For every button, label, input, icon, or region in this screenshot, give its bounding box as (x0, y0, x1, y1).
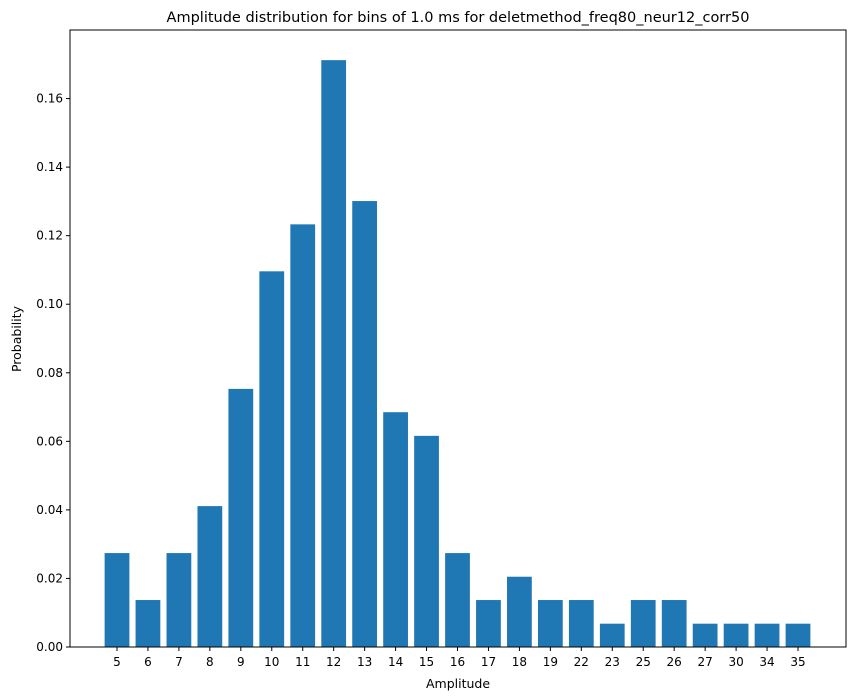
x-tick-label: 8 (206, 655, 214, 669)
x-axis-label: Amplitude (426, 676, 490, 691)
x-tick-label: 18 (512, 655, 527, 669)
x-tick-label: 7 (175, 655, 183, 669)
bar-27 (692, 623, 718, 647)
x-tick-label: 17 (481, 655, 496, 669)
x-tick-label: 23 (605, 655, 620, 669)
bar-25 (630, 600, 656, 647)
y-tick-label: 0.12 (36, 229, 63, 243)
x-tick-label: 34 (759, 655, 774, 669)
bar-13 (352, 201, 378, 648)
bar-15 (414, 435, 439, 647)
y-tick-label: 0.10 (36, 297, 63, 311)
bar-5 (104, 553, 130, 647)
y-tick-label: 0.00 (36, 640, 63, 654)
y-axis: 0.00 0.02 0.04 0.06 0.08 0.10 0.12 0.14 0.16 (36, 92, 70, 654)
bar-11 (290, 224, 316, 647)
x-tick-label: 35 (790, 655, 805, 669)
bar-34 (754, 623, 780, 647)
x-tick-label: 30 (728, 655, 743, 669)
plot-frame (69, 29, 847, 648)
x-tick-label: 27 (697, 655, 712, 669)
x-tick-label: 25 (636, 655, 651, 669)
x-axis: 5 6 7 8 9 10 11 12 13 14 15 16 17 18 19 22 23 25 26 27 30 34 3… (113, 647, 806, 669)
bar-22 (568, 600, 594, 647)
y-tick-label: 0.14 (36, 160, 63, 174)
bars-group (104, 60, 811, 648)
x-tick-label: 6 (144, 655, 152, 669)
x-tick-label: 16 (450, 655, 465, 669)
bar-10 (259, 271, 285, 647)
bar-23 (599, 623, 625, 647)
y-tick-label: 0.08 (36, 366, 63, 380)
bar-19 (537, 600, 563, 647)
x-tick-label: 26 (667, 655, 682, 669)
y-tick-label: 0.02 (36, 571, 63, 585)
bar-18 (507, 576, 532, 647)
x-tick-label: 22 (574, 655, 589, 669)
x-tick-label: 19 (543, 655, 558, 669)
bar-17 (476, 600, 501, 647)
x-tick-label: 14 (388, 655, 403, 669)
bar-14 (383, 412, 408, 647)
bar-7 (166, 553, 192, 647)
bar-30 (723, 623, 749, 647)
y-axis-label: Probability (9, 305, 24, 372)
x-tick-label: 10 (264, 655, 279, 669)
bar-16 (445, 553, 470, 647)
bar-12 (321, 60, 347, 648)
bar-9 (228, 388, 254, 647)
y-tick-label: 0.16 (36, 92, 63, 106)
x-tick-label: 9 (237, 655, 245, 669)
chart-title: Amplitude distribution for bins of 1.0 m… (167, 10, 750, 26)
bar-26 (661, 600, 687, 647)
x-tick-label: 12 (326, 655, 341, 669)
bar-35 (785, 623, 811, 647)
x-tick-label: 11 (295, 655, 310, 669)
y-tick-label: 0.06 (36, 434, 63, 448)
x-tick-label: 15 (419, 655, 434, 669)
x-tick-label: 13 (357, 655, 372, 669)
bar-8 (197, 506, 223, 647)
bar-6 (135, 600, 161, 647)
y-tick-label: 0.04 (36, 503, 63, 517)
x-tick-label: 5 (113, 655, 121, 669)
